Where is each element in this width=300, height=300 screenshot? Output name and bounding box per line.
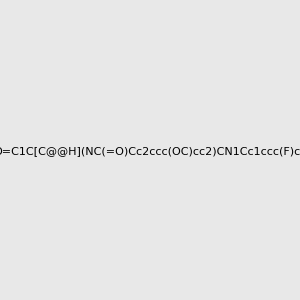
Text: O=C1C[C@@H](NC(=O)Cc2ccc(OC)cc2)CN1Cc1ccc(F)cc1: O=C1C[C@@H](NC(=O)Cc2ccc(OC)cc2)CN1Cc1cc… (0, 146, 300, 157)
